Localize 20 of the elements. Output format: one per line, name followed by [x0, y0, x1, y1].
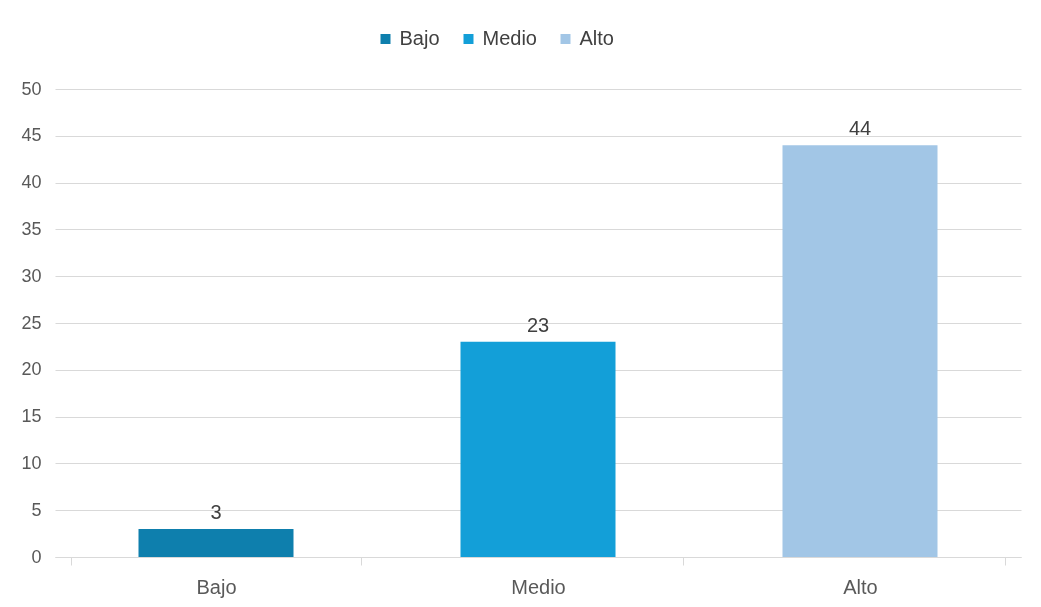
data-label: 3 [210, 500, 222, 523]
x-tick-label: Bajo [196, 575, 237, 598]
x-tick-label: Medio [511, 575, 566, 598]
y-tick-label: 15 [21, 406, 42, 427]
data-label: 23 [526, 313, 550, 336]
y-tick-label: 45 [21, 125, 42, 146]
legend-label: Medio [482, 27, 537, 49]
y-tick-label: 30 [21, 265, 42, 286]
legend-label: Alto [579, 27, 614, 49]
y-tick-label: 35 [21, 218, 42, 239]
y-tick-label: 0 [31, 546, 42, 567]
legend-label: Bajo [399, 27, 440, 49]
y-tick-label: 20 [21, 359, 42, 380]
x-tick-label: Alto [843, 575, 878, 598]
y-tick-label: 50 [21, 78, 42, 99]
data-label: 44 [848, 117, 872, 140]
y-tick-label: 5 [31, 499, 42, 520]
y-tick-label: 25 [21, 312, 42, 333]
y-tick-label: 40 [21, 172, 42, 193]
y-tick-label: 10 [21, 452, 42, 473]
